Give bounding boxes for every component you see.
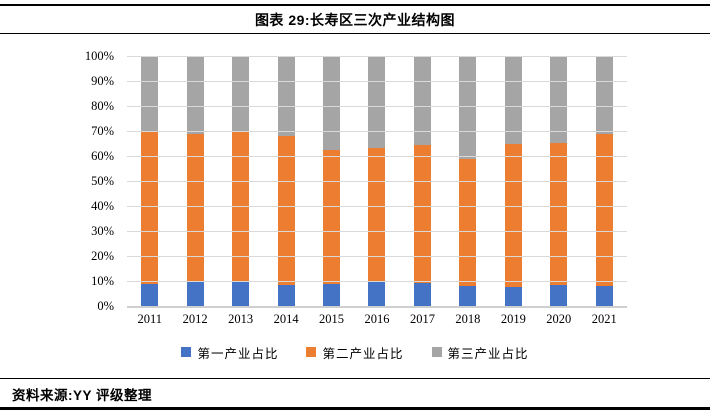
bar-segment bbox=[323, 283, 341, 306]
x-tick-label: 2011 bbox=[137, 312, 162, 326]
x-tick-label: 2019 bbox=[500, 312, 526, 326]
bottom-border-rule bbox=[0, 407, 710, 410]
chart-legend: 第一产业占比 第二产业占比 第三产业占比 bbox=[0, 343, 710, 361]
gridline bbox=[127, 81, 627, 82]
legend-label-primary: 第一产业占比 bbox=[197, 346, 279, 361]
bar-segment bbox=[232, 131, 250, 283]
bar-segment bbox=[413, 283, 431, 306]
bar-segment bbox=[459, 286, 477, 306]
bar-segment bbox=[277, 284, 295, 306]
y-tick-label: 0% bbox=[97, 299, 114, 313]
gridline bbox=[127, 56, 627, 57]
x-tick-label: 2021 bbox=[591, 312, 617, 326]
x-tick-label: 2020 bbox=[546, 312, 572, 326]
plot-area bbox=[127, 56, 627, 308]
bar-column-2019 bbox=[491, 56, 536, 306]
bar-segment bbox=[595, 286, 613, 306]
bar-segment bbox=[550, 284, 568, 306]
gridline bbox=[127, 106, 627, 107]
bar-column-2020 bbox=[536, 56, 581, 306]
bar-segment bbox=[186, 282, 204, 306]
bar-segment bbox=[186, 134, 204, 282]
bar-column-2017 bbox=[400, 56, 445, 306]
bar-column-2015 bbox=[309, 56, 354, 306]
bar-column-2021 bbox=[582, 56, 627, 306]
top-border-rule bbox=[0, 4, 710, 6]
x-tick-label: 2012 bbox=[182, 312, 208, 326]
bar-segment bbox=[368, 281, 386, 306]
bar-segment bbox=[141, 284, 159, 306]
bar-segment bbox=[504, 143, 522, 287]
y-tick-label: 100% bbox=[84, 49, 114, 63]
y-tick-label: 10% bbox=[91, 274, 114, 288]
bar-segment bbox=[277, 135, 295, 285]
y-tick-label: 90% bbox=[91, 74, 114, 88]
legend-label-secondary: 第二产业占比 bbox=[322, 346, 404, 361]
legend-swatch-tertiary bbox=[431, 347, 442, 357]
bar-column-2011 bbox=[127, 56, 172, 306]
gridline bbox=[127, 231, 627, 232]
bar-segment bbox=[141, 56, 159, 133]
y-tick-label: 60% bbox=[91, 149, 114, 163]
x-tick-label: 2013 bbox=[228, 312, 254, 326]
y-tick-label: 50% bbox=[91, 174, 114, 188]
source-note: 资料来源:YY 评级整理 bbox=[12, 388, 153, 403]
figure-title: 图表 29:长寿区三次产业结构图 bbox=[254, 12, 456, 28]
bar-segment bbox=[550, 143, 568, 285]
x-tick-label: 2015 bbox=[319, 312, 345, 326]
x-tick-label: 2018 bbox=[455, 312, 481, 326]
legend-label-tertiary: 第三产业占比 bbox=[447, 346, 529, 361]
y-tick-label: 40% bbox=[91, 199, 114, 213]
x-axis: 2011 2012 2013 2014 2015 2016 2017 2018 2019 2020… bbox=[127, 312, 627, 327]
legend-swatch-primary bbox=[181, 347, 192, 357]
bar-segment bbox=[186, 56, 204, 134]
bar-segment bbox=[277, 56, 295, 136]
y-tick-label: 30% bbox=[91, 224, 114, 238]
bar-segment bbox=[459, 56, 477, 160]
bar-segment bbox=[323, 150, 341, 284]
gridline bbox=[127, 131, 627, 132]
legend-swatch-secondary bbox=[306, 347, 317, 357]
bar-segment bbox=[232, 56, 250, 132]
bar-column-2012 bbox=[172, 56, 217, 306]
y-tick-label: 20% bbox=[91, 249, 114, 263]
gridline bbox=[127, 181, 627, 182]
bar-segment bbox=[595, 134, 613, 286]
gridline bbox=[127, 256, 627, 257]
bar-column-2014 bbox=[263, 56, 308, 306]
y-axis: 100% 90% 80% 70% 60% 50% 40% 30% 20% 10% 0% bbox=[48, 49, 114, 313]
title-divider-rule bbox=[0, 33, 710, 34]
x-tick-label: 2014 bbox=[273, 312, 299, 326]
legend-item-primary: 第一产业占比 bbox=[181, 343, 278, 362]
bar-segment bbox=[368, 147, 386, 281]
x-tick-label: 2016 bbox=[364, 312, 390, 326]
footer-divider-rule bbox=[0, 378, 710, 379]
y-tick-label: 70% bbox=[91, 124, 114, 138]
y-tick-label: 80% bbox=[91, 99, 114, 113]
gridline bbox=[127, 156, 627, 157]
bar-segment bbox=[504, 56, 522, 144]
x-tick-label: 2017 bbox=[409, 312, 435, 326]
bar-segment bbox=[459, 159, 477, 286]
bar-segment bbox=[595, 56, 613, 135]
gridline bbox=[127, 206, 627, 207]
bar-segment bbox=[504, 286, 522, 306]
bar-segment bbox=[550, 56, 568, 144]
legend-item-tertiary: 第三产业占比 bbox=[431, 343, 529, 362]
bar-segment bbox=[232, 282, 250, 306]
bar-segment bbox=[141, 132, 159, 285]
gridline bbox=[127, 281, 627, 282]
bar-column-2013 bbox=[218, 56, 263, 306]
bar-segment bbox=[323, 56, 341, 150]
bar-segment bbox=[413, 145, 431, 283]
bar-segment bbox=[413, 56, 431, 145]
legend-item-secondary: 第二产业占比 bbox=[306, 343, 403, 362]
bar-segment bbox=[368, 56, 386, 148]
